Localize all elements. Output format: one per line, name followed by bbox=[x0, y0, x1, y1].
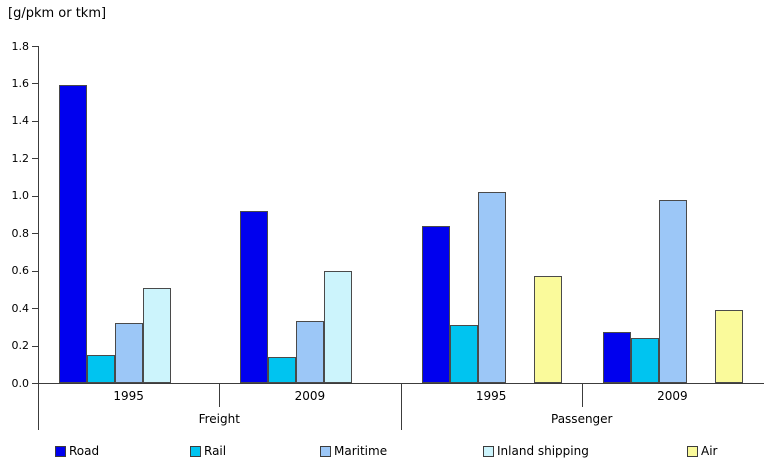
bar-rail-freight-1995 bbox=[87, 355, 115, 383]
bar-maritime-freight-1995 bbox=[115, 323, 143, 383]
legend-swatch-road bbox=[55, 446, 66, 457]
x-category-label-freight: Freight bbox=[198, 412, 240, 426]
bar-maritime-passenger-1995 bbox=[477, 192, 506, 383]
y-tick-label-0.4: 0.4 bbox=[11, 301, 30, 315]
bar-rail-passenger-1995 bbox=[449, 325, 478, 383]
legend-label-inland-shipping: Inland shipping bbox=[497, 444, 589, 458]
x-period-label-freight-2009: 2009 bbox=[294, 389, 326, 403]
y-tick-label-0.0: 0.0 bbox=[11, 376, 30, 390]
legend: Road Rail Maritime Inland shipping Air bbox=[0, 445, 768, 465]
x-category-label-passenger: Passenger bbox=[551, 412, 613, 426]
legend-label-rail: Rail bbox=[204, 444, 227, 458]
x-period-label-freight-1995: 1995 bbox=[113, 389, 144, 403]
plot-area bbox=[38, 46, 764, 384]
bar-maritime-passenger-2009 bbox=[658, 200, 687, 383]
y-tick-label-1.2: 1.2 bbox=[11, 151, 30, 165]
y-tick-mark bbox=[32, 345, 38, 347]
y-axis-unit-label: [g/pkm or tkm] bbox=[8, 6, 107, 21]
legend-swatch-inland-shipping bbox=[483, 446, 494, 457]
y-tick-label-1.6: 1.6 bbox=[11, 76, 30, 90]
bar-road-freight-2009 bbox=[240, 211, 269, 383]
legend-label-maritime: Maritime bbox=[334, 444, 388, 458]
legend-label-road: Road bbox=[69, 444, 100, 458]
legend-item-inland-shipping: Inland shipping bbox=[483, 445, 589, 458]
bar-air-passenger-1995 bbox=[533, 276, 562, 383]
legend-item-air: Air bbox=[687, 445, 717, 458]
legend-swatch-air bbox=[687, 446, 698, 457]
y-tick-mark bbox=[32, 233, 38, 235]
y-tick-mark bbox=[32, 270, 38, 272]
legend-swatch-maritime bbox=[320, 446, 331, 457]
bar-air-passenger-2009 bbox=[714, 310, 743, 383]
y-tick-label-0.2: 0.2 bbox=[11, 339, 30, 353]
bar-inland-shipping-freight-1995 bbox=[143, 288, 171, 383]
x-delimiter-period bbox=[581, 383, 583, 407]
x-period-label-passenger-2009: 2009 bbox=[657, 389, 688, 403]
y-tick-mark bbox=[32, 120, 38, 122]
y-tick-label-0.8: 0.8 bbox=[11, 226, 30, 240]
x-delimiter-period bbox=[219, 383, 221, 407]
y-tick-label-1.0: 1.0 bbox=[11, 189, 30, 203]
x-delimiter-left bbox=[38, 383, 39, 430]
legend-swatch-rail bbox=[190, 446, 201, 457]
y-tick-mark bbox=[32, 308, 38, 310]
x-period-label-passenger-1995: 1995 bbox=[475, 389, 507, 403]
legend-item-maritime: Maritime bbox=[320, 445, 387, 458]
bar-rail-passenger-2009 bbox=[630, 338, 659, 383]
legend-item-rail: Rail bbox=[190, 445, 226, 458]
y-tick-label-1.4: 1.4 bbox=[11, 114, 30, 128]
y-tick-label-0.6: 0.6 bbox=[11, 264, 30, 278]
bar-road-passenger-2009 bbox=[602, 332, 631, 383]
y-tick-mark bbox=[32, 195, 38, 197]
bar-maritime-freight-2009 bbox=[296, 321, 325, 383]
legend-label-air: Air bbox=[701, 444, 718, 458]
bar-road-passenger-1995 bbox=[421, 226, 450, 383]
bar-road-freight-1995 bbox=[59, 85, 87, 383]
legend-item-road: Road bbox=[55, 445, 99, 458]
y-tick-mark bbox=[32, 383, 38, 384]
y-tick-label-1.8: 1.8 bbox=[11, 39, 30, 53]
bar-inland-shipping-freight-2009 bbox=[324, 271, 353, 383]
y-tick-mark bbox=[32, 46, 38, 47]
bar-rail-freight-2009 bbox=[268, 357, 297, 383]
y-tick-mark bbox=[32, 158, 38, 160]
x-delimiter-category bbox=[400, 383, 402, 430]
y-tick-mark bbox=[32, 83, 38, 85]
